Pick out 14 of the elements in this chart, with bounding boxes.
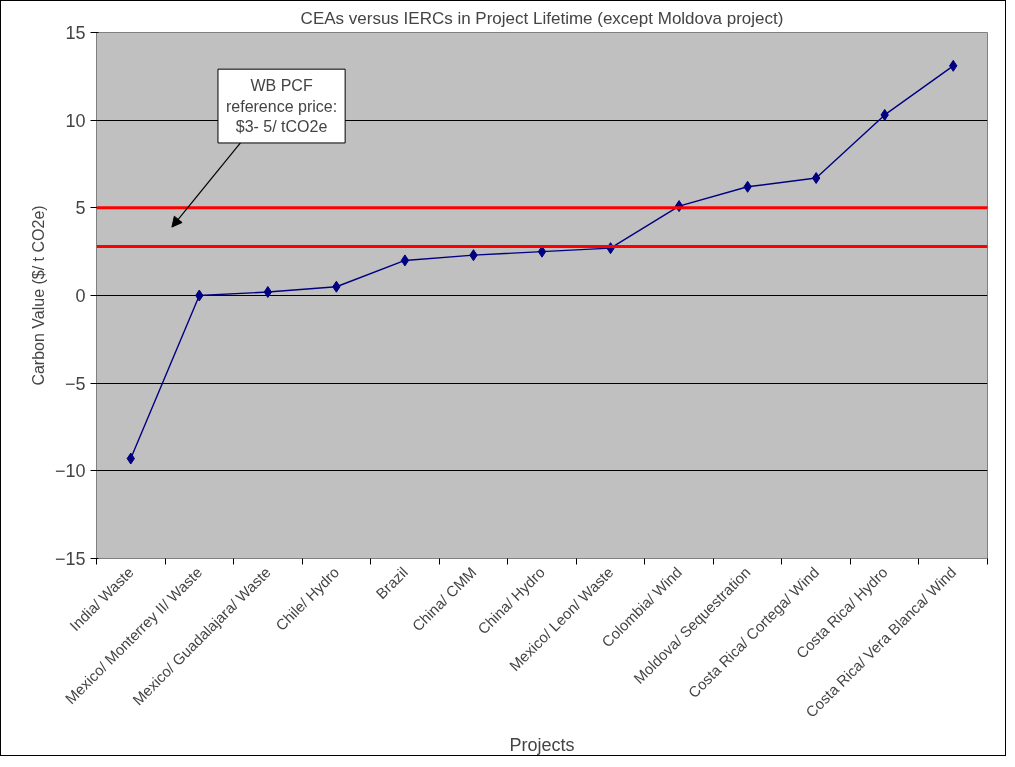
y-tick-label: −5 bbox=[64, 373, 86, 394]
y-axis-title: Carbon Value ($/ t CO2e) bbox=[29, 205, 47, 386]
annotation: WB PCF reference price: $3- 5/ tCO2e bbox=[225, 77, 338, 135]
x-axis-title: Projects bbox=[509, 734, 575, 755]
y-tick-label: 15 bbox=[65, 23, 86, 43]
point bbox=[811, 172, 821, 185]
y-tick-label: −10 bbox=[54, 461, 86, 482]
chart-title: CEAs versus IERCs in Project Lifetime (except Moldova project) bbox=[300, 8, 784, 28]
y-tick-label: 5 bbox=[75, 198, 86, 219]
y-tick-label: −15 bbox=[54, 549, 86, 569]
point bbox=[400, 254, 410, 267]
y-tick-label: 10 bbox=[65, 110, 86, 131]
point bbox=[263, 285, 273, 298]
y-tick-label: 0 bbox=[75, 286, 86, 306]
